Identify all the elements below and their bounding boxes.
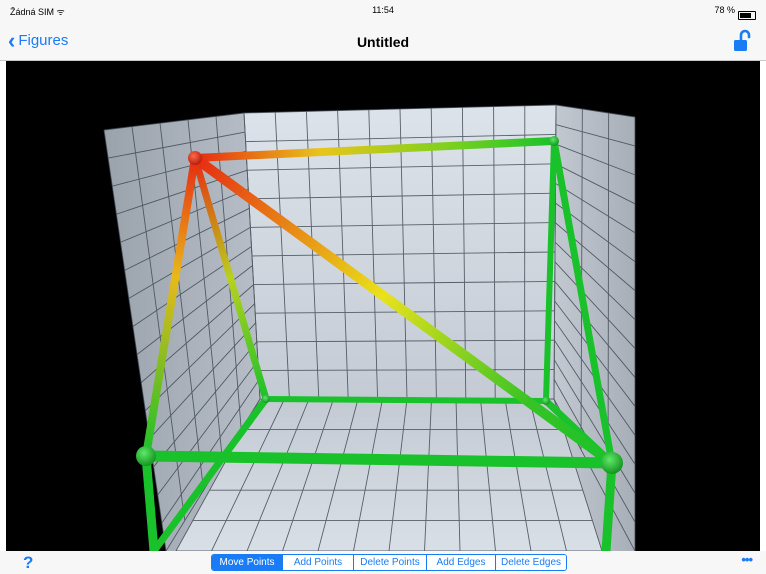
- unlock-icon: [734, 29, 751, 51]
- edge-right-down[interactable]: [601, 458, 617, 551]
- grid-line: [555, 183, 636, 234]
- battery-indicator: 78 %: [714, 5, 756, 20]
- grid-line: [256, 339, 555, 343]
- point-front-right[interactable]: [601, 452, 623, 474]
- grid-line: [211, 398, 285, 551]
- grid-line: [103, 112, 245, 131]
- figure-canvas[interactable]: [6, 61, 760, 551]
- grid-line: [317, 398, 359, 551]
- grid-line: [353, 398, 383, 551]
- grid-line: [555, 143, 636, 176]
- grid-line: [529, 398, 567, 551]
- edge-left[interactable]: [142, 154, 199, 460]
- grid-line: [504, 398, 532, 551]
- grid-line: [145, 303, 255, 411]
- point-front-left[interactable]: [136, 446, 156, 466]
- grid-line: [250, 222, 556, 228]
- grid-line: [258, 369, 555, 371]
- mode-move-points[interactable]: Move Points: [212, 555, 282, 570]
- 3d-viewport[interactable]: [6, 61, 760, 551]
- grid-line: [554, 241, 636, 320]
- edge-back-left-floor[interactable]: [150, 395, 270, 551]
- point-top-left[interactable]: [188, 151, 202, 165]
- battery-percent: 78 %: [714, 5, 735, 15]
- back-wall: [244, 105, 556, 399]
- unlock-button[interactable]: [732, 29, 754, 53]
- mode-add-edges[interactable]: Add Edges: [426, 555, 495, 570]
- grid-line: [159, 123, 205, 491]
- grid-line: [108, 131, 246, 159]
- grid-line: [388, 398, 408, 551]
- edge-right-vertical[interactable]: [550, 137, 616, 467]
- figure-edges: [140, 137, 618, 551]
- navigation-bar: ‹ Figures Untitled: [0, 22, 766, 61]
- bottom-toolbar: ? Move Points Add Points Delete Points A…: [0, 551, 766, 574]
- mode-delete-points[interactable]: Delete Points: [353, 555, 426, 570]
- back-to-figures-button[interactable]: ‹ Figures: [8, 27, 69, 53]
- point-back-floor-left[interactable]: [262, 395, 270, 403]
- grid-line: [243, 112, 261, 400]
- grid-line: [424, 398, 432, 551]
- grid-line: [161, 379, 260, 524]
- grid-line: [554, 339, 636, 465]
- floor: [176, 399, 602, 551]
- edge-top[interactable]: [191, 137, 558, 162]
- edge-back-right[interactable]: [543, 138, 557, 404]
- grid-line: [253, 280, 555, 286]
- edge-front[interactable]: [140, 450, 618, 469]
- mode-delete-edges[interactable]: Delete Edges: [495, 555, 566, 570]
- mode-add-points[interactable]: Add Points: [282, 555, 353, 570]
- grid-line: [245, 133, 556, 143]
- grid-line: [555, 124, 636, 147]
- battery-icon: [738, 10, 756, 20]
- grid-line: [157, 360, 259, 496]
- carrier-text: Žádná SIM: [10, 7, 55, 17]
- back-label: Figures: [18, 32, 69, 49]
- grid-line: [124, 207, 250, 271]
- grid-line: [555, 104, 636, 118]
- grid-line: [153, 341, 258, 468]
- grid-line: [247, 163, 556, 171]
- wall-grid: [103, 104, 636, 551]
- wifi-icon: ᯤ: [56, 7, 65, 17]
- grid-line: [128, 227, 251, 299]
- edit-mode-control: Move Points Add Points Delete Points Add…: [211, 554, 567, 571]
- grid-line: [554, 281, 636, 378]
- grid-line: [455, 398, 461, 551]
- clock: 11:54: [372, 5, 394, 15]
- grid-line: [103, 129, 167, 551]
- edge-left-down[interactable]: [141, 451, 159, 551]
- grid-line: [132, 246, 252, 327]
- point-top-right[interactable]: [549, 136, 559, 146]
- point-back-floor-right[interactable]: [542, 397, 550, 405]
- page-title: Untitled: [356, 34, 410, 50]
- carrier-label: Žádná SIM ᯤ: [10, 5, 65, 18]
- figure-points: [136, 136, 623, 474]
- edge-inner[interactable]: [191, 154, 270, 403]
- grid-line: [149, 322, 257, 440]
- help-button[interactable]: ?: [23, 553, 34, 572]
- grid-line: [243, 104, 557, 114]
- grid-line: [480, 398, 496, 551]
- more-options-button[interactable]: •••: [741, 552, 753, 567]
- chevron-left-icon: ‹: [8, 27, 16, 53]
- grid-line: [251, 251, 556, 257]
- status-bar: Žádná SIM ᯤ 11:54 78 %: [0, 0, 766, 22]
- grid-line: [553, 359, 636, 494]
- grid-line: [555, 163, 636, 205]
- edge-diagonal[interactable]: [190, 153, 617, 468]
- grid-line: [248, 192, 556, 200]
- grid-line: [554, 261, 636, 349]
- edge-bottom-back[interactable]: [263, 396, 549, 404]
- grid-line: [282, 398, 334, 551]
- grid-line: [246, 398, 310, 551]
